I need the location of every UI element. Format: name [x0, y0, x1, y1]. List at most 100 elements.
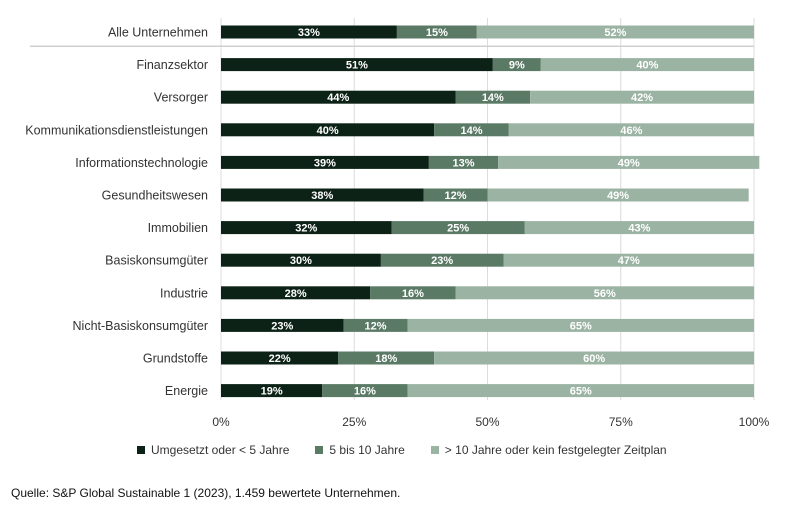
data-label: 33%: [298, 27, 320, 39]
legend-swatch: [315, 446, 324, 454]
bar-segment: [221, 221, 392, 235]
bar-segment: [322, 384, 408, 398]
bar-segment: [221, 123, 435, 137]
data-label: 38%: [311, 190, 333, 202]
bar-segment: [434, 123, 509, 137]
bar-segment: [434, 351, 754, 365]
bar-segment: [343, 318, 408, 332]
bar-segment: [423, 188, 488, 202]
bar-segment: [221, 384, 323, 398]
data-label: 40%: [636, 60, 658, 72]
category-label: Industrie: [160, 286, 208, 300]
bar-segment: [221, 25, 397, 39]
bar-segment: [492, 58, 541, 72]
data-label: 9%: [509, 60, 525, 72]
bars: [221, 25, 760, 398]
category-label: Immobilien: [148, 221, 208, 235]
data-label: 28%: [285, 288, 307, 300]
x-tick-label: 50%: [475, 415, 499, 429]
data-label: 18%: [375, 353, 397, 365]
gridlines: [220, 18, 755, 400]
x-tick-label: 100%: [739, 415, 770, 429]
data-label: 16%: [354, 386, 376, 398]
bar-segment: [540, 58, 754, 72]
legend-swatch: [137, 446, 145, 454]
data-label: 60%: [583, 353, 605, 365]
data-label: 25%: [447, 223, 469, 235]
bar-segment: [221, 90, 456, 104]
bar-segment: [407, 318, 754, 332]
bar-segment: [508, 123, 754, 137]
data-label: 14%: [482, 92, 504, 104]
bar-segment: [530, 90, 754, 104]
data-label: 40%: [317, 125, 339, 137]
bar-segment: [370, 286, 456, 300]
category-label: Alle Unternehmen: [108, 26, 208, 40]
x-tick-label: 0%: [212, 415, 230, 429]
bar-segment: [221, 155, 429, 169]
category-labels: Alle Unternehmen Finanzsektor Versorger Kom…: [25, 26, 208, 399]
bar-segment: [503, 253, 754, 267]
data-label: 16%: [402, 288, 424, 300]
bar-segment: [524, 221, 754, 235]
data-label: 49%: [607, 190, 629, 202]
data-label: 13%: [452, 157, 474, 169]
segment-labels: 33% 15% 52% 51% 9% 40% 44% 14% 42% 40% 14% 46% 39% 13…: [261, 27, 659, 398]
legend-item: Umgesetzt oder < 5 Jahre: [137, 443, 289, 457]
data-label: 22%: [269, 353, 291, 365]
bar-segment: [221, 286, 371, 300]
bar-segment: [455, 90, 531, 104]
category-label: Finanzsektor: [136, 58, 208, 72]
x-axis-ticks: 0% 25% 50% 75% 100%: [212, 415, 769, 429]
bar-segment: [487, 188, 749, 202]
legend-item: 5 bis 10 Jahre: [315, 443, 405, 457]
category-label: Gesundheitswesen: [102, 189, 208, 203]
data-label: 30%: [290, 255, 312, 267]
legend-label: > 10 Jahre oder kein festgelegter Zeitpl…: [444, 443, 667, 457]
legend: Umgesetzt oder < 5 Jahre 5 bis 10 Jahre …: [137, 443, 667, 457]
x-tick-label: 75%: [609, 415, 633, 429]
data-label: 19%: [261, 386, 283, 398]
data-label: 12%: [365, 320, 387, 332]
data-label: 42%: [631, 92, 653, 104]
bar-segment: [407, 384, 754, 398]
data-label: 49%: [618, 157, 640, 169]
source-note: Quelle: S&P Global Sustainable 1 (2023),…: [11, 486, 401, 500]
data-label: 39%: [314, 157, 336, 169]
bar-segment: [391, 221, 525, 235]
legend-label: Umgesetzt oder < 5 Jahre: [151, 443, 290, 457]
bar-segment: [221, 188, 424, 202]
x-tick-label: 25%: [342, 415, 366, 429]
data-label: 44%: [327, 92, 349, 104]
bar-segment: [221, 318, 344, 332]
data-label: 51%: [346, 60, 368, 72]
data-label: 14%: [460, 125, 482, 137]
category-label: Kommunikationsdienstleistungen: [25, 123, 208, 137]
category-label: Grundstoffe: [143, 352, 208, 366]
data-label: 23%: [271, 320, 293, 332]
data-label: 23%: [431, 255, 453, 267]
category-label: Basiskonsumgüter: [105, 254, 208, 268]
data-label: 43%: [628, 223, 650, 235]
category-label: Nicht-Basiskonsumgüter: [73, 319, 208, 333]
data-label: 12%: [445, 190, 467, 202]
legend-item: > 10 Jahre oder kein festgelegter Zeitpl…: [430, 443, 667, 457]
data-label: 32%: [295, 223, 317, 235]
bar-segment: [455, 286, 754, 300]
category-label: Informationstechnologie: [75, 156, 208, 170]
legend-label: 5 bis 10 Jahre: [329, 443, 405, 457]
bar-segment: [476, 25, 754, 39]
data-label: 47%: [618, 255, 640, 267]
bar-segment: [221, 253, 381, 267]
data-label: 15%: [426, 27, 448, 39]
bar-segment: [221, 351, 339, 365]
bar-segment: [221, 58, 493, 72]
bar-segment: [428, 155, 499, 169]
data-label: 65%: [570, 320, 592, 332]
bar-segment: [380, 253, 504, 267]
stacked-bar-chart: 33% 15% 52% 51% 9% 40% 44% 14% 42% 40% 14% 46% 39% 13…: [25, 18, 770, 429]
bar-segment: [498, 155, 760, 169]
category-label: Versorger: [154, 91, 208, 105]
bar-segment: [396, 25, 477, 39]
data-label: 46%: [620, 125, 642, 137]
